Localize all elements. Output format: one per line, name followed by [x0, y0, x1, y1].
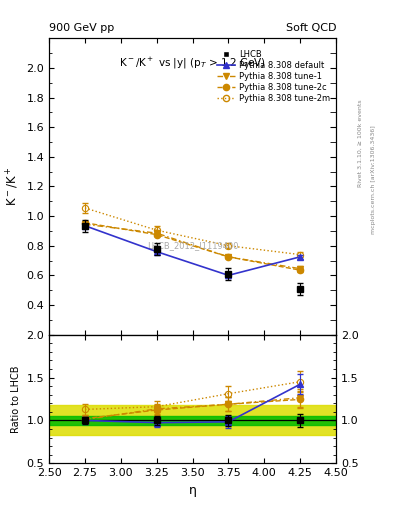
Y-axis label: Ratio to LHCB: Ratio to LHCB — [11, 365, 21, 433]
Text: 900 GeV pp: 900 GeV pp — [49, 23, 114, 33]
Y-axis label: K$^-$/K$^+$: K$^-$/K$^+$ — [5, 167, 21, 206]
Text: mcplots.cern.ch [arXiv:1306.3436]: mcplots.cern.ch [arXiv:1306.3436] — [371, 125, 376, 233]
Text: Soft QCD: Soft QCD — [286, 23, 336, 33]
Text: Rivet 3.1.10, ≥ 100k events: Rivet 3.1.10, ≥ 100k events — [358, 99, 363, 187]
Text: LHCB_2012_I1119400: LHCB_2012_I1119400 — [147, 241, 238, 250]
Legend: LHCB, Pythia 8.308 default, Pythia 8.308 tune-1, Pythia 8.308 tune-2c, Pythia 8.: LHCB, Pythia 8.308 default, Pythia 8.308… — [215, 49, 332, 105]
Text: K$^-$/K$^+$ vs |y| (p$_T$ > 1.2 GeV): K$^-$/K$^+$ vs |y| (p$_T$ > 1.2 GeV) — [119, 56, 266, 71]
X-axis label: η: η — [189, 484, 196, 497]
